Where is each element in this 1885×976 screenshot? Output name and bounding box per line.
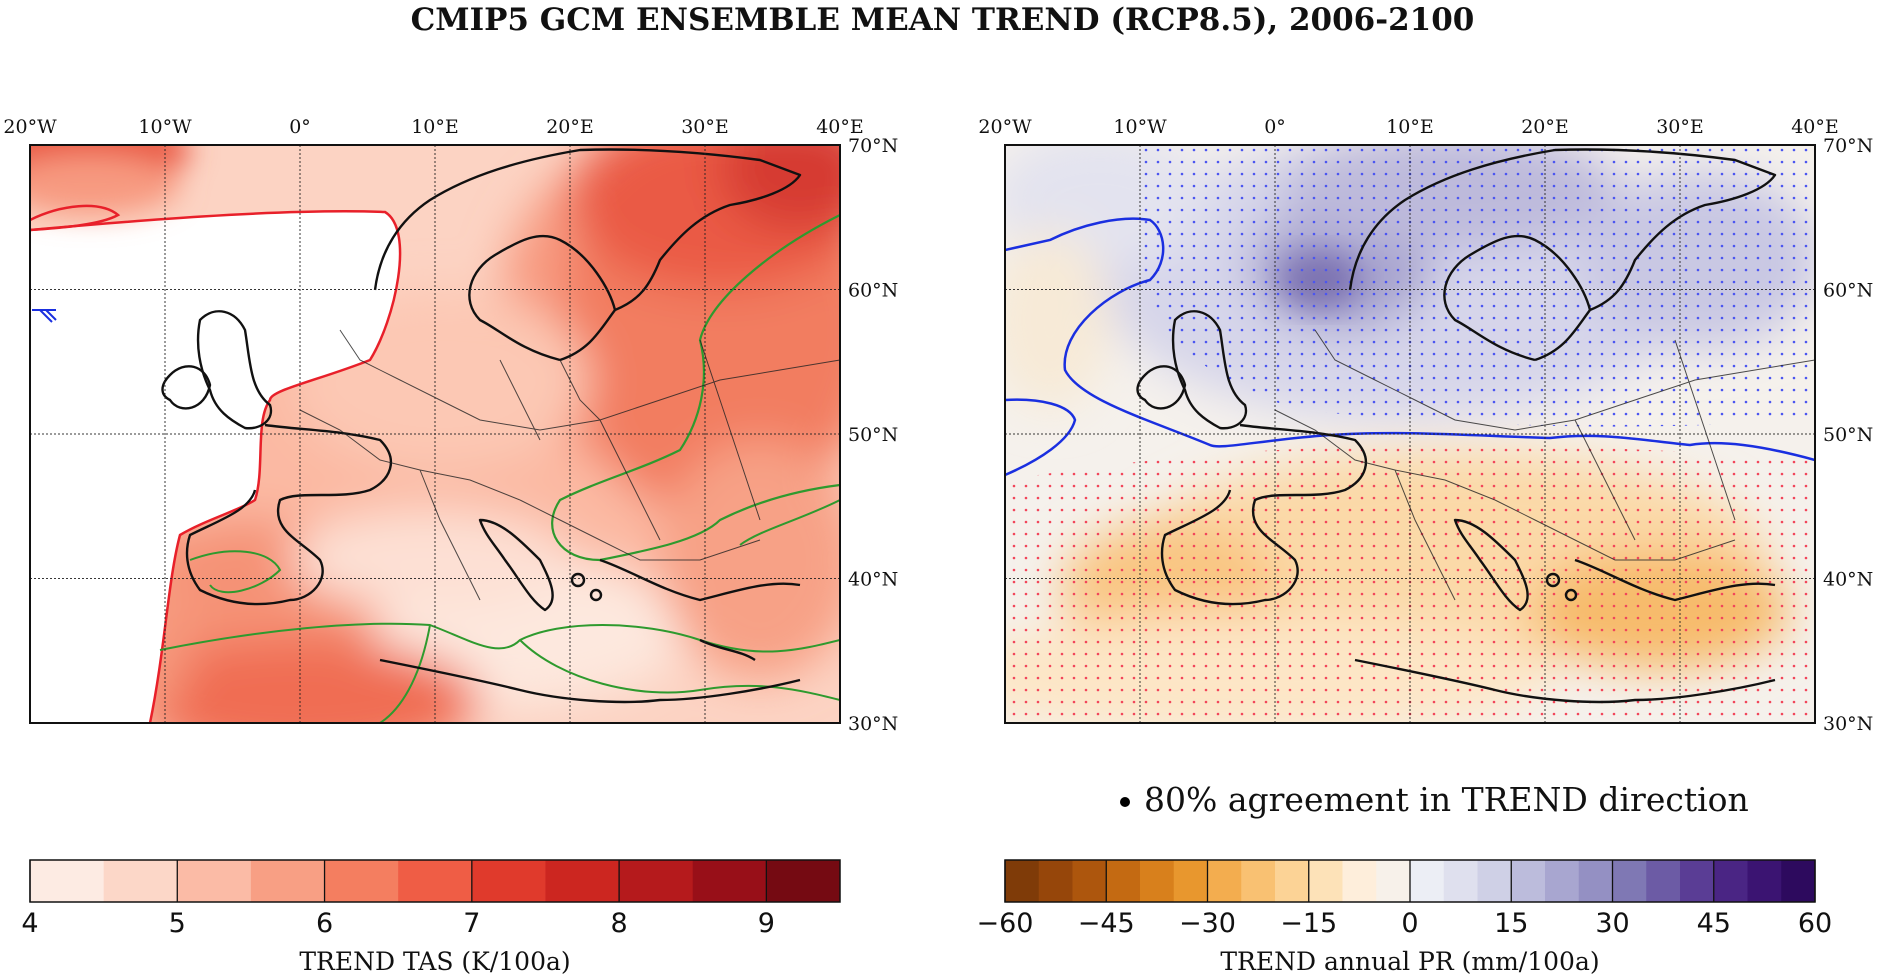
lon-tick-label: 10°W <box>138 116 192 138</box>
colorbar-swatch <box>1410 860 1445 902</box>
colorbar-tick-label: 0 <box>1401 908 1418 939</box>
colorbar-swatch <box>545 860 620 902</box>
colorbar-tick-label: −60 <box>977 908 1034 939</box>
lon-tick-label: 0° <box>289 116 311 138</box>
precipitation-field <box>1005 145 1815 723</box>
lat-tick-label: 40°N <box>1823 569 1873 591</box>
colorbar-swatch <box>1005 860 1040 902</box>
axis-labels: 20°W 10°W 0° 10°E 20°E 30°E 40°E70°N60°N50°N40… <box>3 116 1873 735</box>
lon-tick-label: 0° <box>1264 116 1286 138</box>
colorbar-tick-label: 9 <box>758 908 775 939</box>
lon-tick-label: 20°E <box>546 116 594 138</box>
colorbar-swatch <box>250 860 326 902</box>
left-map-frame <box>29 144 841 724</box>
lat-tick-label: 60°N <box>1823 280 1873 302</box>
lat-tick-label: 70°N <box>848 135 898 157</box>
colorbar-swatch <box>1545 860 1580 902</box>
colorbar-tick-label: −45 <box>1078 908 1135 939</box>
colorbar-swatch <box>1342 860 1377 902</box>
colorbar-swatch <box>1106 860 1141 902</box>
lat-tick-label: 50°N <box>1823 424 1873 446</box>
lon-tick-label: 10°E <box>1386 116 1434 138</box>
colorbar-tick-label: 4 <box>21 908 38 939</box>
agreement-legend-text: 80% agreement in TREND direction <box>1144 780 1749 819</box>
stipple-dot-icon <box>1120 797 1130 807</box>
colorbar-swatch <box>1072 860 1107 902</box>
colorbar-tick-label: −30 <box>1179 908 1236 939</box>
colorbar-swatch <box>30 860 105 902</box>
colorbar-swatch <box>1443 860 1478 902</box>
lat-tick-label: 50°N <box>848 424 898 446</box>
colorbar-swatch <box>1713 860 1748 902</box>
lon-tick-label: 30°E <box>1656 116 1704 138</box>
colorbar-swatch <box>398 860 473 902</box>
lat-tick-label: 40°N <box>848 569 898 591</box>
colorbar-swatch <box>1646 860 1681 902</box>
colorbar-tick-label: 15 <box>1494 908 1528 939</box>
right-map-frame <box>1004 144 1816 724</box>
colorbar-tick-label: 45 <box>1697 908 1731 939</box>
lon-tick-label: 40°E <box>1791 116 1839 138</box>
colorbar-swatch <box>1038 860 1073 902</box>
lon-tick-label: 20°W <box>3 116 57 138</box>
colorbar-swatch <box>103 860 178 902</box>
lat-tick-label: 30°N <box>848 713 898 735</box>
colorbar-tick-label: 7 <box>463 908 480 939</box>
colorbar-swatch <box>1680 860 1715 902</box>
colorbar-tick-label: 60 <box>1798 908 1832 939</box>
colorbar-swatch <box>177 860 252 902</box>
colorbar-swatch <box>1578 860 1613 902</box>
precipitation-trend-map <box>1004 144 1816 724</box>
colorbar-swatch <box>1612 860 1647 902</box>
colorbar-swatch <box>1308 860 1343 902</box>
colorbar-swatch <box>1173 860 1208 902</box>
colorbar-swatch <box>1511 860 1546 902</box>
colorbar-swatch <box>1241 860 1276 902</box>
lon-tick-label: 30°E <box>681 116 729 138</box>
colorbar-swatch <box>1477 860 1512 902</box>
colorbar-tick-label: 6 <box>316 908 333 939</box>
colorbar-label: TREND annual PR (mm/100a) <box>1220 947 1599 976</box>
colorbar-swatch <box>1207 860 1242 902</box>
colorbar-swatch <box>1376 860 1411 902</box>
lat-tick-label: 70°N <box>1823 135 1873 157</box>
lon-tick-label: 10°E <box>411 116 459 138</box>
lon-tick-label: 10°W <box>1113 116 1167 138</box>
left-map-blue-marker <box>32 309 57 323</box>
colorbar-swatch <box>766 860 841 902</box>
agreement-legend: 80% agreement in TREND direction <box>1120 780 1749 819</box>
lon-tick-label: 20°W <box>978 116 1032 138</box>
lon-tick-label: 20°E <box>1521 116 1569 138</box>
lon-tick-label: 40°E <box>816 116 864 138</box>
colorbar-swatch <box>1275 860 1310 902</box>
temperature-field <box>30 145 840 723</box>
colorbar-tick-label: 5 <box>169 908 186 939</box>
colorbar-swatch <box>471 860 546 902</box>
figure-title: CMIP5 GCM ENSEMBLE MEAN TREND (RCP8.5), … <box>410 2 1475 38</box>
colorbar-tick-label: 8 <box>610 908 627 939</box>
lat-tick-label: 30°N <box>1823 713 1873 735</box>
colorbar-tick-label: 30 <box>1595 908 1629 939</box>
colorbar-swatch <box>619 860 694 902</box>
colorbar-label: TREND TAS (K/100a) <box>299 947 570 976</box>
colorbar-swatch <box>324 860 399 902</box>
colorbar-swatch <box>692 860 767 902</box>
colorbar-tick-label: −15 <box>1280 908 1337 939</box>
colorbar-swatch <box>1781 860 1816 902</box>
colorbar-swatch <box>1747 860 1782 902</box>
lat-tick-label: 60°N <box>848 280 898 302</box>
temperature-trend-map <box>29 144 841 724</box>
colorbar-swatch <box>1140 860 1175 902</box>
